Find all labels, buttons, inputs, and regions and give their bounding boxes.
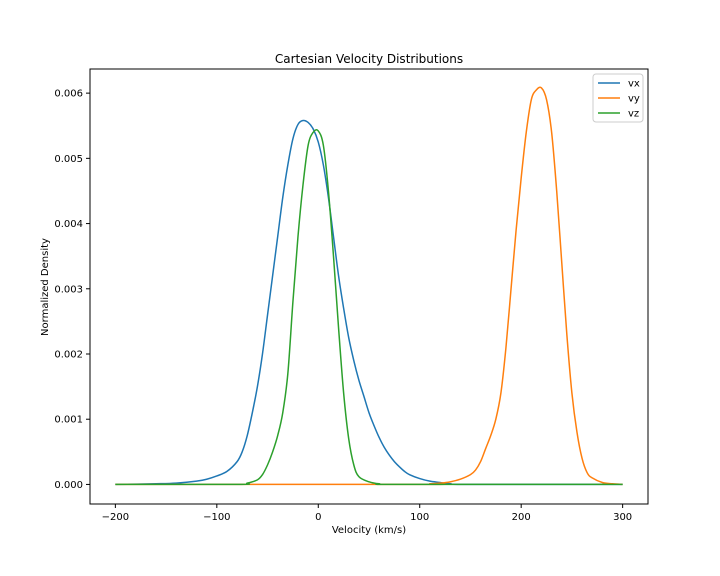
legend-label-vz: vz (628, 109, 639, 120)
x-axis: −200 −100 0 100 200 300 (102, 504, 632, 523)
series-line-vz (115, 129, 623, 486)
plot-frame (89, 68, 649, 505)
x-tick-label: 200 (512, 512, 531, 523)
y-axis: 0.000 0.001 0.002 0.003 0.004 0.005 0.006 (54, 89, 90, 491)
y-tick-label: 0.003 (54, 284, 83, 295)
y-axis-label: Normalized Density (40, 238, 51, 336)
y-tick-label: 0.006 (54, 89, 83, 100)
x-tick-label: −200 (102, 512, 129, 523)
y-tick-label: 0.001 (54, 415, 83, 426)
legend-label-vx: vx (628, 79, 640, 90)
x-axis-label: Velocity (km/s) (332, 525, 406, 536)
series-line-vy (115, 86, 623, 486)
plot-series (115, 86, 623, 486)
y-tick-label: 0.005 (54, 154, 83, 165)
series-line-vx (115, 119, 623, 486)
y-tick-label: 0.004 (54, 219, 83, 230)
y-tick-label: 0.000 (54, 480, 83, 491)
legend-label-vy: vy (628, 94, 640, 105)
x-tick-label: 0 (315, 512, 321, 523)
x-tick-label: −100 (203, 512, 230, 523)
chart-title: Cartesian Velocity Distributions (275, 52, 463, 66)
x-tick-label: 100 (410, 512, 429, 523)
y-tick-label: 0.002 (54, 350, 83, 361)
legend: vx vy vz (592, 73, 644, 123)
x-tick-label: 300 (613, 512, 632, 523)
